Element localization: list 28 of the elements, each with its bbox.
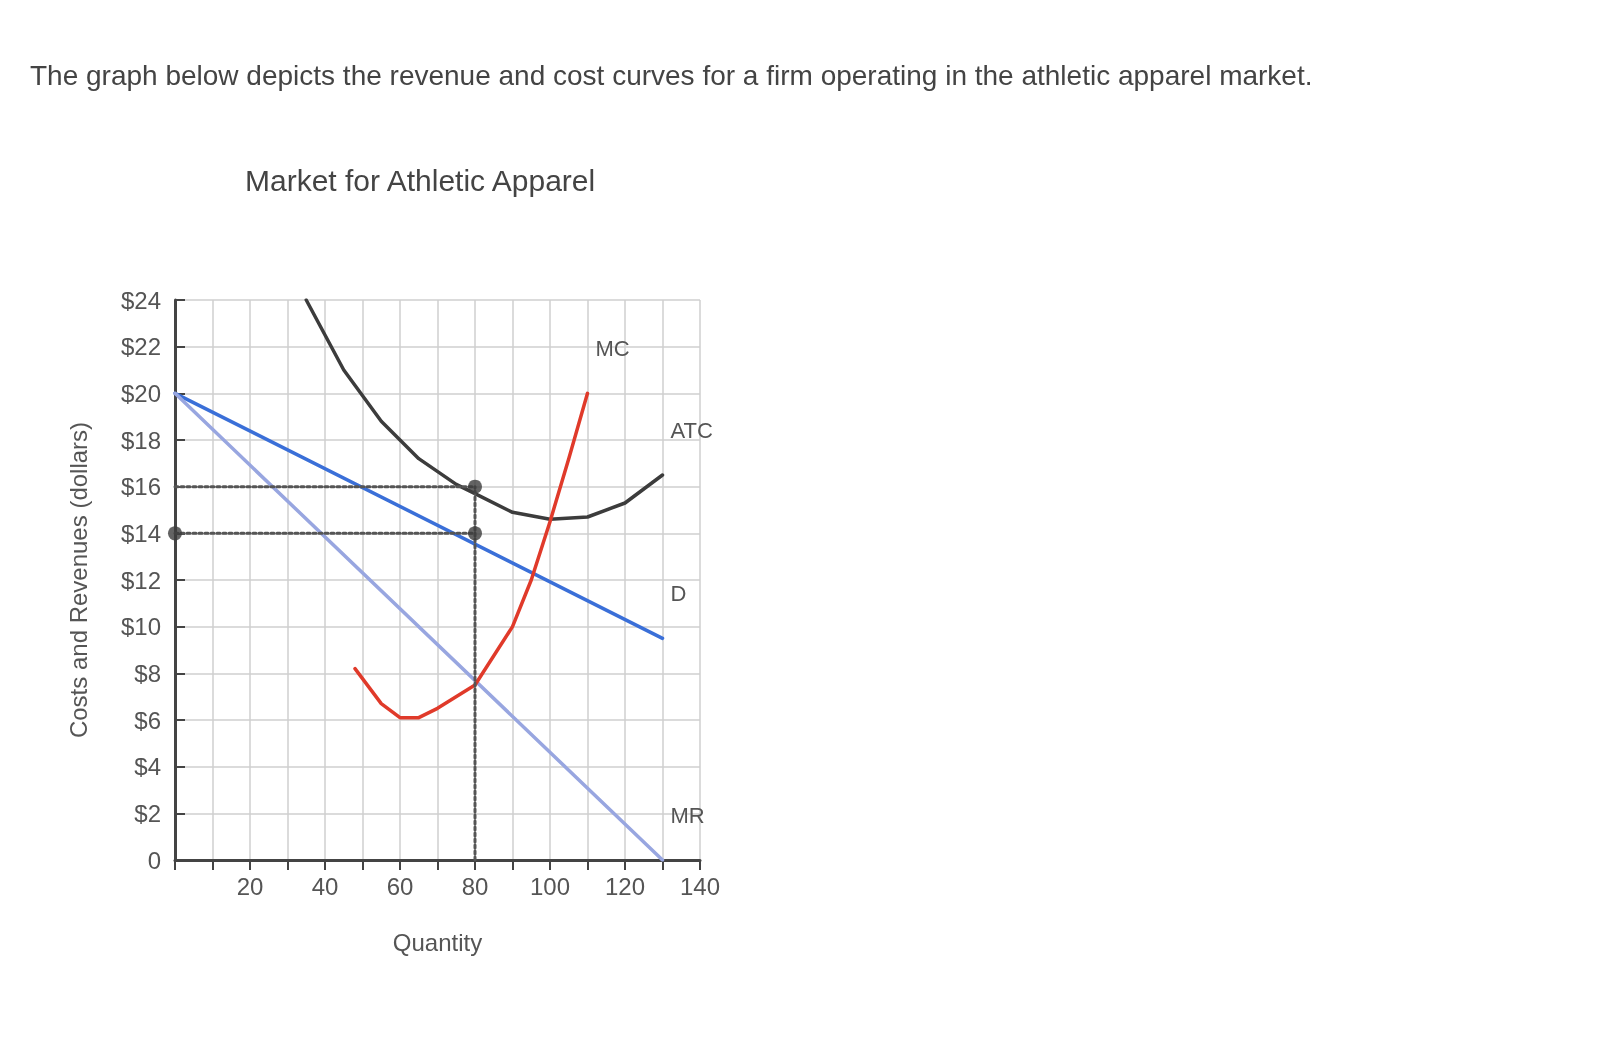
x-tick-label: 100 [529,872,571,900]
y-tick-label: $6 [134,706,161,734]
y-tick-label: $18 [120,426,161,454]
y-tick-label: $4 [134,753,161,781]
y-axis-title: Costs and Revenues (dollars) [64,421,92,739]
y-tick-label: $8 [134,659,161,687]
series-label: ATC [670,417,713,443]
x-tick-label: 40 [311,872,339,900]
x-tick-label: 20 [236,872,264,900]
y-tick-label: $14 [120,519,161,547]
y-tick-label: $16 [120,473,161,501]
y-tick-label: $20 [120,379,161,407]
x-tick-label: 80 [461,872,489,900]
y-tick-label: $10 [120,613,161,641]
series-label: MR [670,802,705,828]
x-tick-label: 60 [386,872,414,900]
y-tick-label: $24 [120,286,161,314]
y-tick-label: $2 [134,799,161,827]
y-tick-label: $22 [120,333,161,361]
x-tick-label: 140 [679,872,721,900]
text: The graph below depicts the revenue and cost curves for a firm operating in the athletic apparel market. [30,60,1313,92]
x-tick-label: 120 [604,872,646,900]
x-axis-title: Quantity [392,928,483,956]
y-tick-label: $12 [120,566,161,594]
series-label: D [670,580,687,606]
y-tick-label: 0 [147,846,161,874]
series-label: MC [595,335,630,361]
chart-title: Market for Athletic Apparel [245,163,596,197]
